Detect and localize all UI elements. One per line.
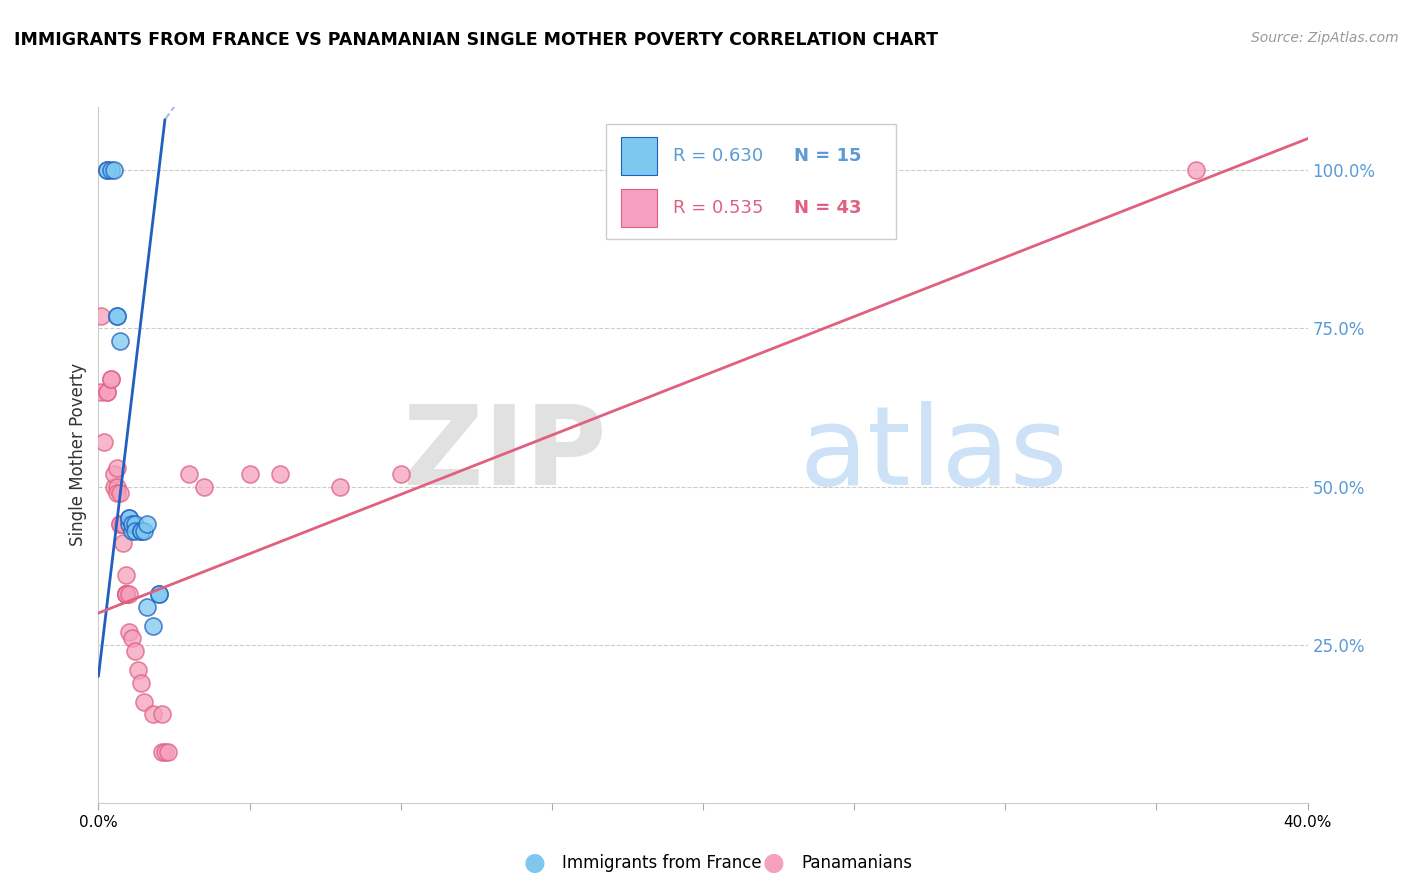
Point	[93, 435, 115, 450]
Point	[96, 384, 118, 399]
Point	[103, 479, 125, 493]
Bar	[621, 136, 657, 175]
Y-axis label: Single Mother Poverty: Single Mother Poverty	[69, 363, 87, 547]
Point	[114, 587, 136, 601]
Point	[129, 524, 152, 538]
Point	[100, 372, 122, 386]
Point	[105, 479, 128, 493]
Point	[105, 309, 128, 323]
Point	[103, 163, 125, 178]
Point	[121, 524, 143, 538]
Point	[118, 511, 141, 525]
Point	[148, 587, 170, 601]
Point	[100, 372, 122, 386]
Text: ●: ●	[523, 851, 546, 874]
Point	[193, 479, 215, 493]
Point	[118, 517, 141, 532]
Text: Immigrants from France: Immigrants from France	[562, 854, 762, 871]
Point	[108, 334, 131, 348]
Text: Panamanians: Panamanians	[801, 854, 912, 871]
Point	[239, 467, 262, 481]
Point	[114, 568, 136, 582]
Point	[127, 663, 149, 677]
Point	[111, 536, 134, 550]
Point	[105, 309, 128, 323]
Point	[269, 467, 291, 481]
Text: atlas: atlas	[800, 401, 1069, 508]
Point	[96, 163, 118, 178]
Point	[135, 599, 157, 614]
Point	[96, 163, 118, 178]
Point	[148, 587, 170, 601]
Point	[132, 524, 155, 538]
Point	[114, 587, 136, 601]
Point	[124, 644, 146, 658]
Point	[121, 632, 143, 646]
Text: R = 0.535: R = 0.535	[672, 199, 763, 217]
Point	[114, 587, 136, 601]
Point	[111, 517, 134, 532]
Text: ●: ●	[762, 851, 785, 874]
Point	[100, 163, 122, 178]
Point	[135, 517, 157, 532]
Point	[114, 587, 136, 601]
Point	[121, 517, 143, 532]
Point	[124, 524, 146, 538]
Point	[150, 745, 173, 759]
Point	[108, 517, 131, 532]
Point	[1184, 163, 1206, 178]
Point	[179, 467, 201, 481]
Point	[153, 745, 176, 759]
Text: ZIP: ZIP	[404, 401, 606, 508]
Point	[129, 675, 152, 690]
Point	[118, 587, 141, 601]
Point	[114, 587, 136, 601]
Point	[90, 309, 112, 323]
Text: Source: ZipAtlas.com: Source: ZipAtlas.com	[1251, 31, 1399, 45]
FancyBboxPatch shape	[606, 124, 897, 239]
Point	[90, 384, 112, 399]
Point	[132, 695, 155, 709]
Point	[105, 486, 128, 500]
Point	[118, 511, 141, 525]
Point	[108, 486, 131, 500]
Point	[156, 745, 179, 759]
Text: IMMIGRANTS FROM FRANCE VS PANAMANIAN SINGLE MOTHER POVERTY CORRELATION CHART: IMMIGRANTS FROM FRANCE VS PANAMANIAN SIN…	[14, 31, 938, 49]
Point	[114, 587, 136, 601]
Point	[142, 707, 165, 722]
Point	[142, 618, 165, 632]
Text: R = 0.630: R = 0.630	[672, 147, 763, 165]
Bar	[621, 189, 657, 227]
Point	[129, 524, 152, 538]
Point	[389, 467, 412, 481]
Point	[329, 479, 352, 493]
Point	[118, 625, 141, 640]
Point	[96, 384, 118, 399]
Point	[108, 517, 131, 532]
Text: N = 15: N = 15	[793, 147, 862, 165]
Text: N = 43: N = 43	[793, 199, 862, 217]
Point	[124, 517, 146, 532]
Point	[103, 467, 125, 481]
Point	[105, 460, 128, 475]
Point	[150, 707, 173, 722]
